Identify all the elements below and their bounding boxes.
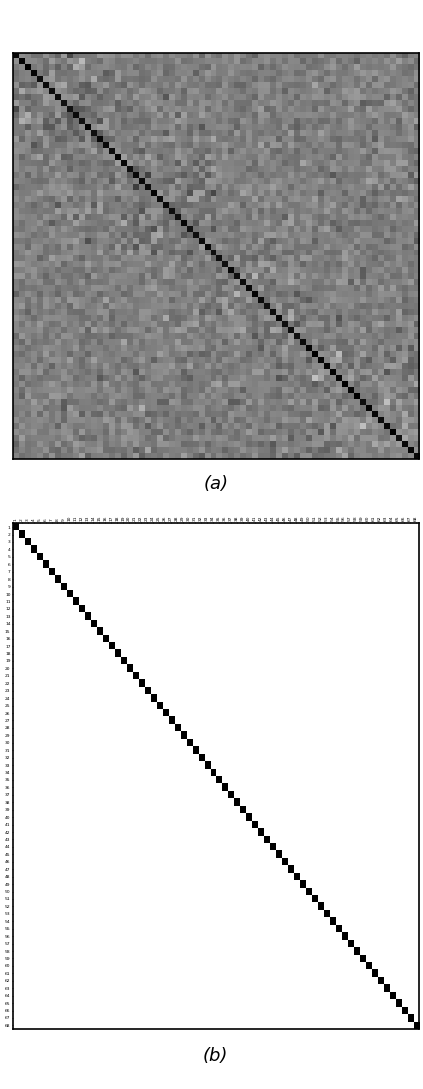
Text: (a): (a) xyxy=(203,475,228,493)
Text: (b): (b) xyxy=(203,1047,228,1065)
